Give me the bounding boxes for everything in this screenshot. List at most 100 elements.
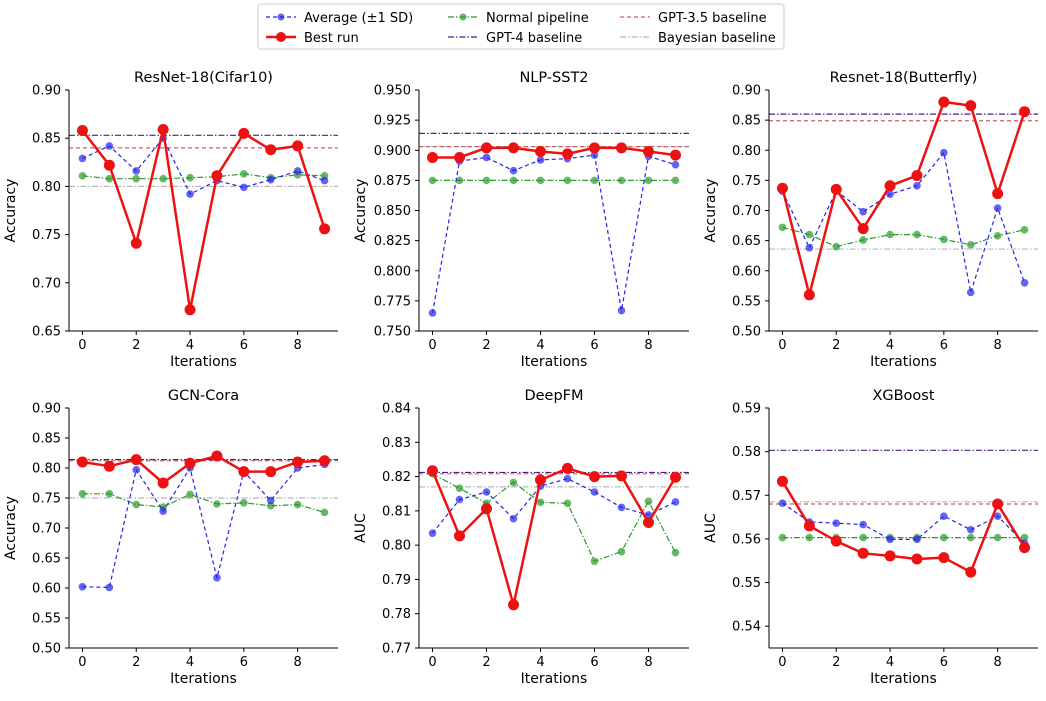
x-tick-label: 2 xyxy=(482,338,490,353)
data-point-normal xyxy=(913,230,921,239)
data-point-best xyxy=(670,471,681,483)
data-point-best xyxy=(589,142,600,154)
y-tick-label: 0.75 xyxy=(32,228,61,243)
data-point-best xyxy=(911,553,923,565)
data-point-normal xyxy=(778,223,787,232)
series-line-average xyxy=(432,478,676,534)
data-point-average xyxy=(590,151,599,159)
legend-entry-gpt35: GPT-3.5 baseline xyxy=(620,11,767,26)
data-point-average xyxy=(617,306,626,315)
y-tick-label: 0.85 xyxy=(32,432,61,447)
legend: Average (±1 SD) Best run Normal pipeline… xyxy=(257,3,785,50)
x-tick-label: 6 xyxy=(940,338,948,353)
x-axis-label: Iterations xyxy=(521,354,588,370)
data-point-best xyxy=(992,188,1004,200)
x-tick-label: 4 xyxy=(186,338,194,353)
y-tick-label: 0.75 xyxy=(732,174,761,189)
data-point-average xyxy=(859,520,867,529)
y-tick-label: 0.900 xyxy=(374,144,411,159)
data-point-average xyxy=(859,207,867,216)
y-tick-label: 0.80 xyxy=(732,144,761,159)
chart-title: XGBoost xyxy=(872,388,934,404)
data-point-best xyxy=(911,170,923,182)
y-tick-label: 0.90 xyxy=(32,402,61,417)
data-point-average xyxy=(78,154,87,163)
y-tick-label: 0.60 xyxy=(32,582,61,597)
data-point-average xyxy=(132,466,141,474)
data-point-normal xyxy=(832,242,841,251)
data-point-normal xyxy=(132,500,141,509)
x-tick-label: 2 xyxy=(132,655,140,670)
data-point-best xyxy=(292,456,304,468)
legend-entry-bayes: Bayesian baseline xyxy=(620,31,776,46)
y-tick-label: 0.77 xyxy=(382,642,411,657)
data-point-average xyxy=(590,488,599,496)
legend-frame xyxy=(257,3,785,50)
x-axis-label: Iterations xyxy=(170,671,237,687)
data-point-normal xyxy=(617,547,626,556)
legend-label-gpt35: GPT-3.5 baseline xyxy=(658,11,767,26)
y-axis-label: Accuracy xyxy=(3,179,19,243)
data-point-average xyxy=(132,167,141,175)
x-axis-label: Iterations xyxy=(870,671,937,687)
x-tick-label: 0 xyxy=(428,338,436,353)
data-point-normal xyxy=(428,176,437,185)
y-tick-label: 0.56 xyxy=(732,532,761,547)
data-point-normal xyxy=(886,230,894,239)
series-line-average xyxy=(82,463,325,589)
data-point-average xyxy=(186,190,194,198)
data-point-average xyxy=(940,512,948,521)
data-point-average xyxy=(482,488,491,496)
data-point-best xyxy=(830,183,842,195)
series-line-best xyxy=(82,454,325,485)
data-point-normal xyxy=(213,500,221,508)
data-point-normal xyxy=(132,174,141,183)
y-tick-label: 0.59 xyxy=(732,402,761,417)
data-point-best xyxy=(184,457,196,469)
data-point-best xyxy=(103,159,115,171)
data-point-best xyxy=(184,304,196,316)
data-point-normal xyxy=(563,499,572,508)
data-point-best xyxy=(238,466,250,478)
data-point-best xyxy=(670,149,681,161)
legend-marker-normal xyxy=(459,13,467,21)
y-tick-label: 0.58 xyxy=(732,445,761,460)
data-point-best xyxy=(130,237,142,249)
y-tick-label: 0.79 xyxy=(382,573,411,588)
data-point-normal xyxy=(993,232,1002,240)
y-tick-label: 0.775 xyxy=(374,294,411,309)
x-tick-label: 6 xyxy=(240,655,248,670)
x-tick-label: 2 xyxy=(482,655,490,670)
y-axis-label: AUC xyxy=(353,513,369,543)
y-tick-label: 0.925 xyxy=(374,114,411,129)
data-point-average xyxy=(240,183,248,192)
data-point-best xyxy=(481,503,492,515)
data-point-average xyxy=(671,498,680,506)
data-point-best xyxy=(130,454,142,466)
data-point-best xyxy=(535,145,546,157)
x-tick-label: 6 xyxy=(590,655,598,670)
data-point-best xyxy=(803,520,815,532)
y-tick-label: 0.78 xyxy=(382,607,411,622)
data-point-best xyxy=(562,462,573,474)
data-point-best xyxy=(857,223,869,235)
y-tick-label: 0.850 xyxy=(374,204,411,219)
data-point-best xyxy=(616,142,627,154)
x-tick-label: 2 xyxy=(832,655,840,670)
y-tick-label: 0.80 xyxy=(32,462,61,477)
x-tick-label: 4 xyxy=(886,655,894,670)
chart-title: NLP-SST2 xyxy=(519,70,588,86)
x-tick-label: 6 xyxy=(240,338,248,353)
data-point-normal xyxy=(671,176,680,185)
data-point-best xyxy=(157,477,169,489)
data-point-best xyxy=(1019,542,1031,554)
data-point-best xyxy=(265,466,277,478)
data-point-average xyxy=(966,288,975,297)
y-axis-label: Accuracy xyxy=(703,179,719,243)
data-point-average xyxy=(805,244,814,252)
data-point-best xyxy=(616,470,627,482)
data-point-average xyxy=(105,142,114,150)
data-point-best xyxy=(643,145,654,157)
y-tick-label: 0.65 xyxy=(732,234,761,249)
x-tick-label: 8 xyxy=(994,338,1002,353)
